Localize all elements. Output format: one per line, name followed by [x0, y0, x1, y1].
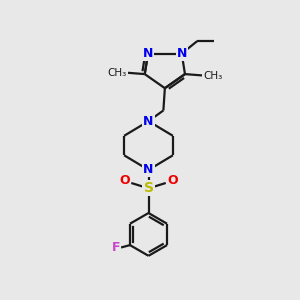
Text: N: N [143, 47, 153, 60]
Text: S: S [143, 181, 154, 195]
Text: CH₃: CH₃ [107, 68, 127, 78]
Text: F: F [112, 241, 120, 254]
Text: N: N [176, 47, 187, 60]
Text: N: N [143, 115, 154, 128]
Text: O: O [119, 174, 130, 187]
Text: O: O [167, 174, 178, 187]
Text: N: N [143, 164, 154, 176]
Text: CH₃: CH₃ [203, 70, 222, 81]
